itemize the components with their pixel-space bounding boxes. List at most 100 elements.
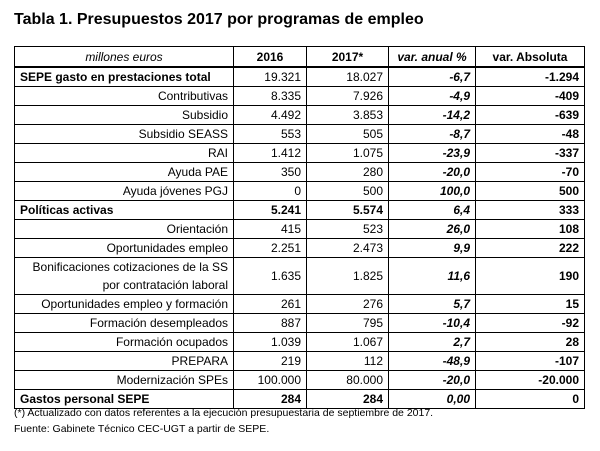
- row-label: Ayuda PAE: [14, 162, 234, 182]
- row-label: Orientación: [14, 219, 234, 239]
- cell: 280: [306, 162, 389, 182]
- cell: -639: [475, 105, 585, 125]
- cell: 333: [475, 200, 585, 220]
- cell: 0,00: [388, 389, 476, 409]
- cell: -23,9: [388, 143, 476, 163]
- cell: -20,0: [388, 162, 476, 182]
- cell: 26,0: [388, 219, 476, 239]
- header-cell: millones euros: [14, 46, 234, 68]
- cell: -70: [475, 162, 585, 182]
- row-label: Subsidio: [14, 105, 234, 125]
- cell: -48,9: [388, 351, 476, 371]
- cell: -14,2: [388, 105, 476, 125]
- cell: 887: [233, 313, 307, 333]
- cell: 222: [475, 238, 585, 258]
- table-row: Subsidio SEASS 553 505 -8,7 -48: [14, 124, 585, 144]
- cell: 505: [306, 124, 389, 144]
- cell: 6,4: [388, 200, 476, 220]
- row-label: Políticas activas: [14, 200, 234, 220]
- table-row: Modernización SPEs 100.000 80.000 -20,0 -20.…: [14, 370, 585, 390]
- row-label: PREPARA: [14, 351, 234, 371]
- budget-table: millones euros 2016 2017* var. anual % var. …: [14, 46, 585, 409]
- cell: 0: [475, 389, 585, 409]
- cell: 415: [233, 219, 307, 239]
- header-cell: var. Absoluta: [475, 46, 585, 68]
- cell: 15: [475, 294, 585, 314]
- note: (*) Actualizado con datos referentes a l…: [14, 407, 434, 419]
- table-row: Ayuda PAE 350 280 -20,0 -70: [14, 162, 585, 182]
- cell: 190: [475, 257, 585, 295]
- row-label: Oportunidades empleo y formación: [14, 294, 234, 314]
- cell: 1.412: [233, 143, 307, 163]
- table-row: Subsidio 4.492 3.853 -14,2 -639: [14, 105, 585, 125]
- cell: -92: [475, 313, 585, 333]
- cell: 219: [233, 351, 307, 371]
- cell: 1.067: [306, 332, 389, 352]
- cell: 100,0: [388, 181, 476, 201]
- cell: 5,7: [388, 294, 476, 314]
- cell: 1.075: [306, 143, 389, 163]
- cell: 5.241: [233, 200, 307, 220]
- cell: 9,9: [388, 238, 476, 258]
- table-row: PREPARA 219 112 -48,9 -107: [14, 351, 585, 371]
- table-row: SEPE gasto en prestaciones total 19.321 18…: [14, 66, 585, 87]
- row-label: Ayuda jóvenes PGJ: [14, 181, 234, 201]
- cell: 1.635: [233, 257, 307, 295]
- cell: 1.825: [306, 257, 389, 295]
- row-label: Gastos personal SEPE: [14, 389, 234, 409]
- cell: -20,0: [388, 370, 476, 390]
- cell: 108: [475, 219, 585, 239]
- row-label: Bonificaciones cotizaciones de la SS por…: [14, 257, 234, 295]
- cell: 4.492: [233, 105, 307, 125]
- cell: 2,7: [388, 332, 476, 352]
- cell: -337: [475, 143, 585, 163]
- header-cell: 2017*: [306, 46, 389, 68]
- cell: 2.251: [233, 238, 307, 258]
- row-label: Contributivas: [14, 86, 234, 106]
- cell: 350: [233, 162, 307, 182]
- cell: 523: [306, 219, 389, 239]
- notes: (*) Actualizado con datos referentes a l…: [14, 405, 433, 437]
- cell: -8,7: [388, 124, 476, 144]
- cell: 80.000: [306, 370, 389, 390]
- cell: 112: [306, 351, 389, 371]
- note: Fuente: Gabinete Técnico CEC-UGT a parti…: [14, 423, 270, 435]
- table-row: RAI 1.412 1.075 -23,9 -337: [14, 143, 585, 163]
- table-row: Gastos personal SEPE 284 284 0,00 0: [14, 389, 585, 409]
- cell: 500: [306, 181, 389, 201]
- cell: 1.039: [233, 332, 307, 352]
- cell: 100.000: [233, 370, 307, 390]
- cell: -48: [475, 124, 585, 144]
- cell: 261: [233, 294, 307, 314]
- cell: -20.000: [475, 370, 585, 390]
- cell: 553: [233, 124, 307, 144]
- row-label: Subsidio SEASS: [14, 124, 234, 144]
- table-row: Orientación 415 523 26,0 108: [14, 219, 585, 239]
- table-row: Formación desempleados 887 795 -10,4 -92: [14, 313, 585, 333]
- row-label: Formación desempleados: [14, 313, 234, 333]
- cell: 2.473: [306, 238, 389, 258]
- cell: 18.027: [306, 66, 389, 87]
- cell: 5.574: [306, 200, 389, 220]
- row-label: SEPE gasto en prestaciones total: [14, 66, 234, 87]
- cell: 8.335: [233, 86, 307, 106]
- row-label: RAI: [14, 143, 234, 163]
- cell: 795: [306, 313, 389, 333]
- cell: 0: [233, 181, 307, 201]
- header-cell: var. anual %: [388, 46, 476, 68]
- cell: -6,7: [388, 66, 476, 87]
- cell: 3.853: [306, 105, 389, 125]
- table-title: Tabla 1. Presupuestos 2017 por programas…: [14, 11, 424, 28]
- cell: 7.926: [306, 86, 389, 106]
- cell: -1.294: [475, 66, 585, 87]
- table-row: Políticas activas 5.241 5.574 6,4 333: [14, 200, 585, 220]
- header-cell: 2016: [233, 46, 307, 68]
- cell: 11,6: [388, 257, 476, 295]
- row-label: Formación ocupados: [14, 332, 234, 352]
- cell: 284: [306, 389, 389, 409]
- cell: 19.321: [233, 66, 307, 87]
- cell: -10,4: [388, 313, 476, 333]
- table-row: Contributivas 8.335 7.926 -4,9 -409: [14, 86, 585, 106]
- cell: 500: [475, 181, 585, 201]
- row-label: Oportunidades empleo: [14, 238, 234, 258]
